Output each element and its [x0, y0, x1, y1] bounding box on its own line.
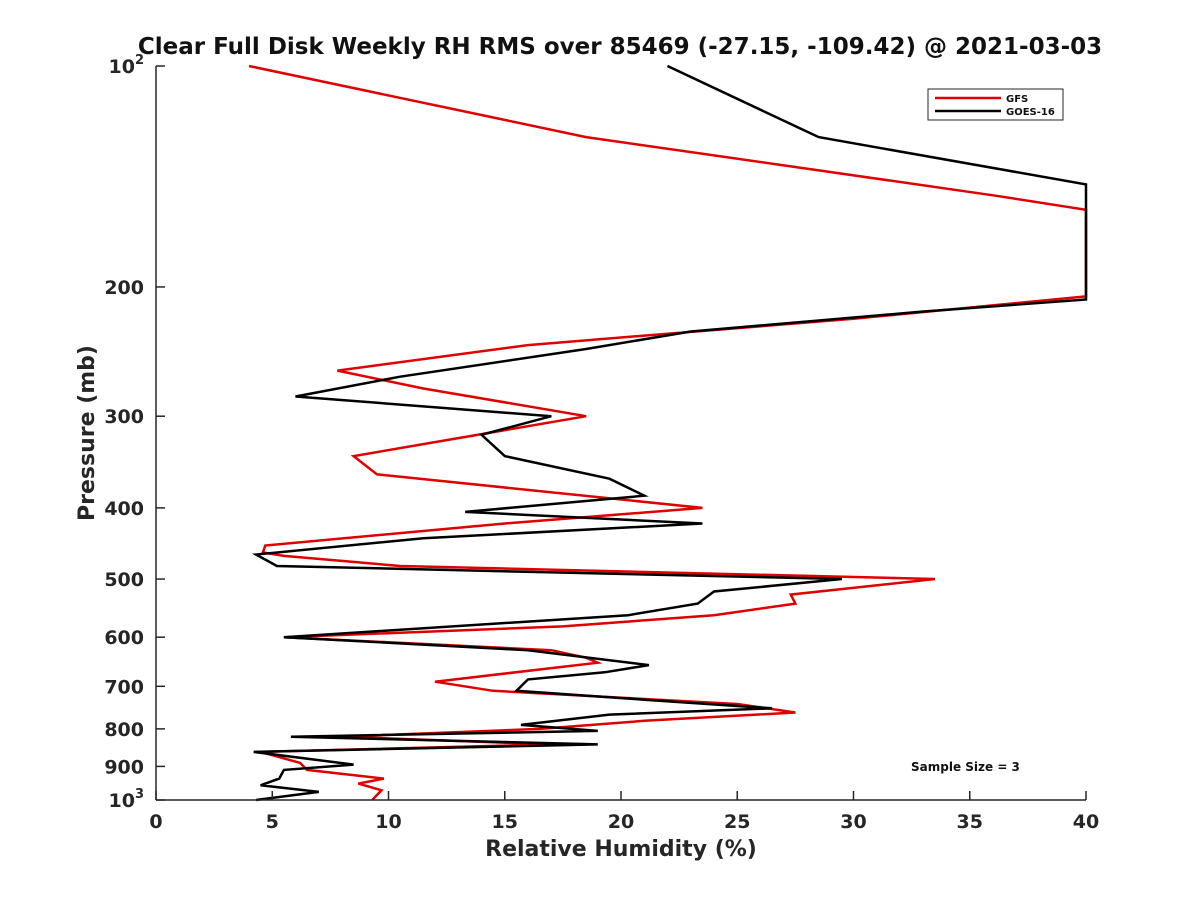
x-axis-ticks: 0 5 10 15 20 25 30 35 40	[149, 791, 1099, 833]
x-tick-label: 35	[957, 811, 983, 833]
y-tick-label: 200	[104, 277, 144, 299]
x-tick-label: 20	[608, 811, 634, 833]
chart-title: Clear Full Disk Weekly RH RMS over 85469…	[138, 34, 1102, 60]
y-tick-label: 103	[109, 787, 145, 812]
x-tick-label: 30	[840, 811, 866, 833]
x-tick-label: 25	[724, 811, 750, 833]
x-axis-label: Relative Humidity (%)	[485, 837, 757, 862]
y-tick-label: 500	[104, 569, 144, 591]
x-tick-label: 10	[375, 811, 401, 833]
y-tick-label: 300	[104, 406, 144, 428]
y-tick-label: 800	[104, 719, 144, 741]
x-tick-label: 0	[149, 811, 162, 833]
series-line-goes16	[251, 64, 1088, 802]
x-tick-label: 15	[492, 811, 518, 833]
y-tick-label: 400	[104, 498, 144, 520]
y-axis-label: Pressure (mb)	[75, 345, 100, 521]
series-layer	[248, 64, 1088, 802]
y-tick-label: 900	[104, 756, 144, 778]
sample-size-annotation: Sample Size = 3	[911, 760, 1020, 774]
legend: GFS GOES-16	[927, 88, 1064, 121]
legend-label-gfs: GFS	[1006, 94, 1028, 105]
y-tick-label: 700	[104, 676, 144, 698]
y-tick-label: 102	[109, 53, 145, 78]
legend-label-goes16: GOES-16	[1006, 107, 1055, 118]
series-line-gfs	[248, 64, 1088, 801]
x-tick-label: 40	[1073, 811, 1099, 833]
legend-box	[927, 88, 1064, 121]
y-axis-ticks: 102 200 300 400 500 600 700 800 900 103	[104, 53, 165, 812]
x-tick-label: 5	[266, 811, 279, 833]
y-tick-label: 600	[104, 627, 144, 649]
